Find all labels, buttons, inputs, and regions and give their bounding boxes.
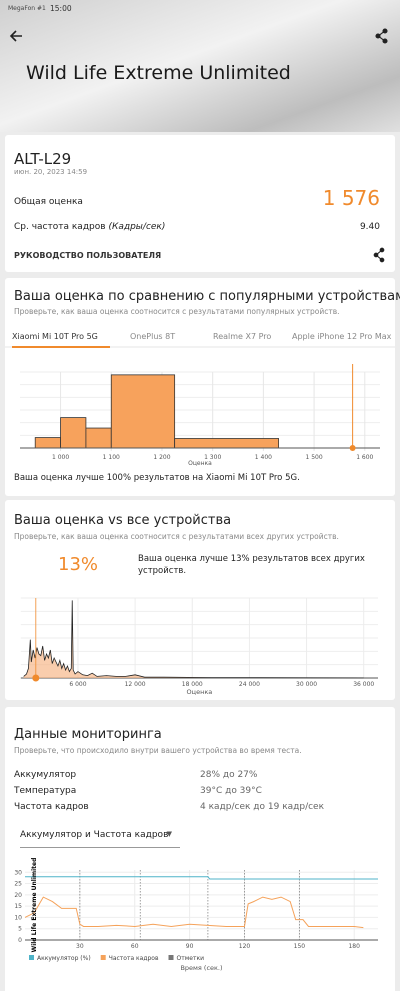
x-tick-label: 90 <box>186 943 194 950</box>
legend-label: Аккумулятор (%) <box>37 955 91 962</box>
x-tick-label: 1 400 <box>255 454 272 461</box>
section-title: Ваша оценка по сравнению с популярными у… <box>14 289 400 304</box>
x-tick-label: 1 100 <box>103 454 120 461</box>
bar <box>34 437 61 449</box>
x-tick-label: 1 600 <box>356 454 373 461</box>
y-tick-label: 0 <box>18 937 22 944</box>
fps-label-text: Ср. частота кадров <box>14 222 106 232</box>
comparison-note: Ваша оценка лучше 100% результатов на Xi… <box>14 473 300 483</box>
x-tick-label: 1 200 <box>153 454 170 461</box>
x-tick-label: 6 000 <box>69 681 86 688</box>
tab[interactable]: Xiaomi Mi 10T Pro 5G <box>12 332 98 341</box>
bar <box>60 417 87 449</box>
header-image <box>0 0 400 132</box>
x-tick-label: 180 <box>348 943 360 950</box>
row-value: 4 кадр/сек до 19 кадр/сек <box>200 802 325 812</box>
dropdown-arrow: ▼ <box>166 830 172 838</box>
tab[interactable]: OnePlus 8T <box>130 332 176 341</box>
dropdown[interactable]: Аккумулятор и Частота кадров ▼ <box>20 830 180 848</box>
x-axis-label: Оценка <box>188 460 212 467</box>
x-tick-label: 120 <box>239 943 251 950</box>
row-label: Частота кадров <box>14 802 89 812</box>
score: 1 576 <box>322 186 380 210</box>
y-tick-label: 10 <box>14 914 22 921</box>
legend-swatch <box>100 955 106 960</box>
x-tick-label: 1 500 <box>305 454 322 461</box>
x-axis-label: Время (сек.) <box>180 964 222 972</box>
share-icon[interactable] <box>373 247 385 263</box>
row-label: Температура <box>14 786 77 796</box>
legend-swatch <box>29 955 34 960</box>
monitoring-card <box>5 707 395 991</box>
area <box>23 600 364 678</box>
guide-link[interactable]: РУКОВОДСТВО ПОЛЬЗОВАТЕЛЯ <box>14 251 162 260</box>
clock: 15:00 <box>50 4 72 13</box>
section-subtitle: Проверьте, как ваша оценка соотносится с… <box>14 532 339 541</box>
y-tick-label: 30 <box>14 869 22 876</box>
result-card <box>5 135 395 272</box>
comparison-card <box>5 278 395 496</box>
all-devices-note: Ваша оценка лучше 13% результатов всех д… <box>138 554 365 576</box>
row-value: 28% до 27% <box>200 770 258 780</box>
fps-label: Ср. частота кадров (Кадры/сек) <box>14 222 165 232</box>
y-tick-label: 20 <box>14 892 22 899</box>
y-axis-label: Wild Life Extreme Unlimited <box>31 858 38 953</box>
bar <box>85 427 112 449</box>
score-dot <box>349 445 356 451</box>
percent: 13% <box>58 554 99 575</box>
legend-label: Отметки <box>177 955 205 962</box>
bar <box>110 374 176 449</box>
x-tick-label: 60 <box>131 943 139 950</box>
all-devices-card <box>5 500 395 700</box>
fps: 9.40 <box>359 222 380 232</box>
y-tick-label: 15 <box>14 903 22 910</box>
page-title: Wild Life Extreme Unlimited <box>26 62 291 84</box>
x-tick-label: 30 <box>76 943 84 950</box>
y-tick-label: 25 <box>14 881 22 888</box>
row-label: Аккумулятор <box>14 770 77 780</box>
x-tick-label: 1 300 <box>204 454 221 461</box>
legend-label: Частота кадров <box>109 955 159 962</box>
series-line <box>24 896 364 929</box>
score-label: Общая оценка <box>14 197 83 207</box>
x-tick-label: 150 <box>294 943 306 950</box>
x-tick-label: 12 000 <box>125 681 146 688</box>
x-tick-label: 1 000 <box>52 454 69 461</box>
back-button[interactable] <box>9 30 22 42</box>
x-tick-label: 24 000 <box>239 681 260 688</box>
tab[interactable]: Realme X7 Pro <box>213 332 272 341</box>
section-title: Ваша оценка vs все устройства <box>14 513 232 528</box>
section-subtitle: Проверьте, как ваша оценка соотносится с… <box>14 307 340 316</box>
y-tick-label: 5 <box>18 926 22 933</box>
x-axis-label: Оценка <box>187 688 213 696</box>
section-title: Данные мониторинга <box>14 727 162 742</box>
fps-unit: (Кадры/сек) <box>108 222 166 232</box>
legend-swatch <box>168 955 174 960</box>
x-tick-label: 18 000 <box>182 681 203 688</box>
bar <box>174 438 279 449</box>
series-line <box>25 876 378 880</box>
line <box>23 600 364 679</box>
tab[interactable]: Apple iPhone 12 Pro Max <box>292 332 392 341</box>
device: ALT-L29 <box>14 150 72 168</box>
carrier: MegaFon #1 <box>8 5 46 12</box>
date: июн. 20, 2023 14:59 <box>14 168 88 176</box>
score-dot <box>32 674 40 682</box>
dropdown-text: Аккумулятор и Частота кадров <box>20 830 169 840</box>
row-value: 39°C до 39°C <box>200 786 262 796</box>
x-tick-label: 30 000 <box>296 681 317 688</box>
x-tick-label: 36 000 <box>353 681 374 688</box>
section-subtitle: Проверьте, что происходило внутри вашего… <box>14 746 302 755</box>
share-button[interactable] <box>375 28 388 44</box>
